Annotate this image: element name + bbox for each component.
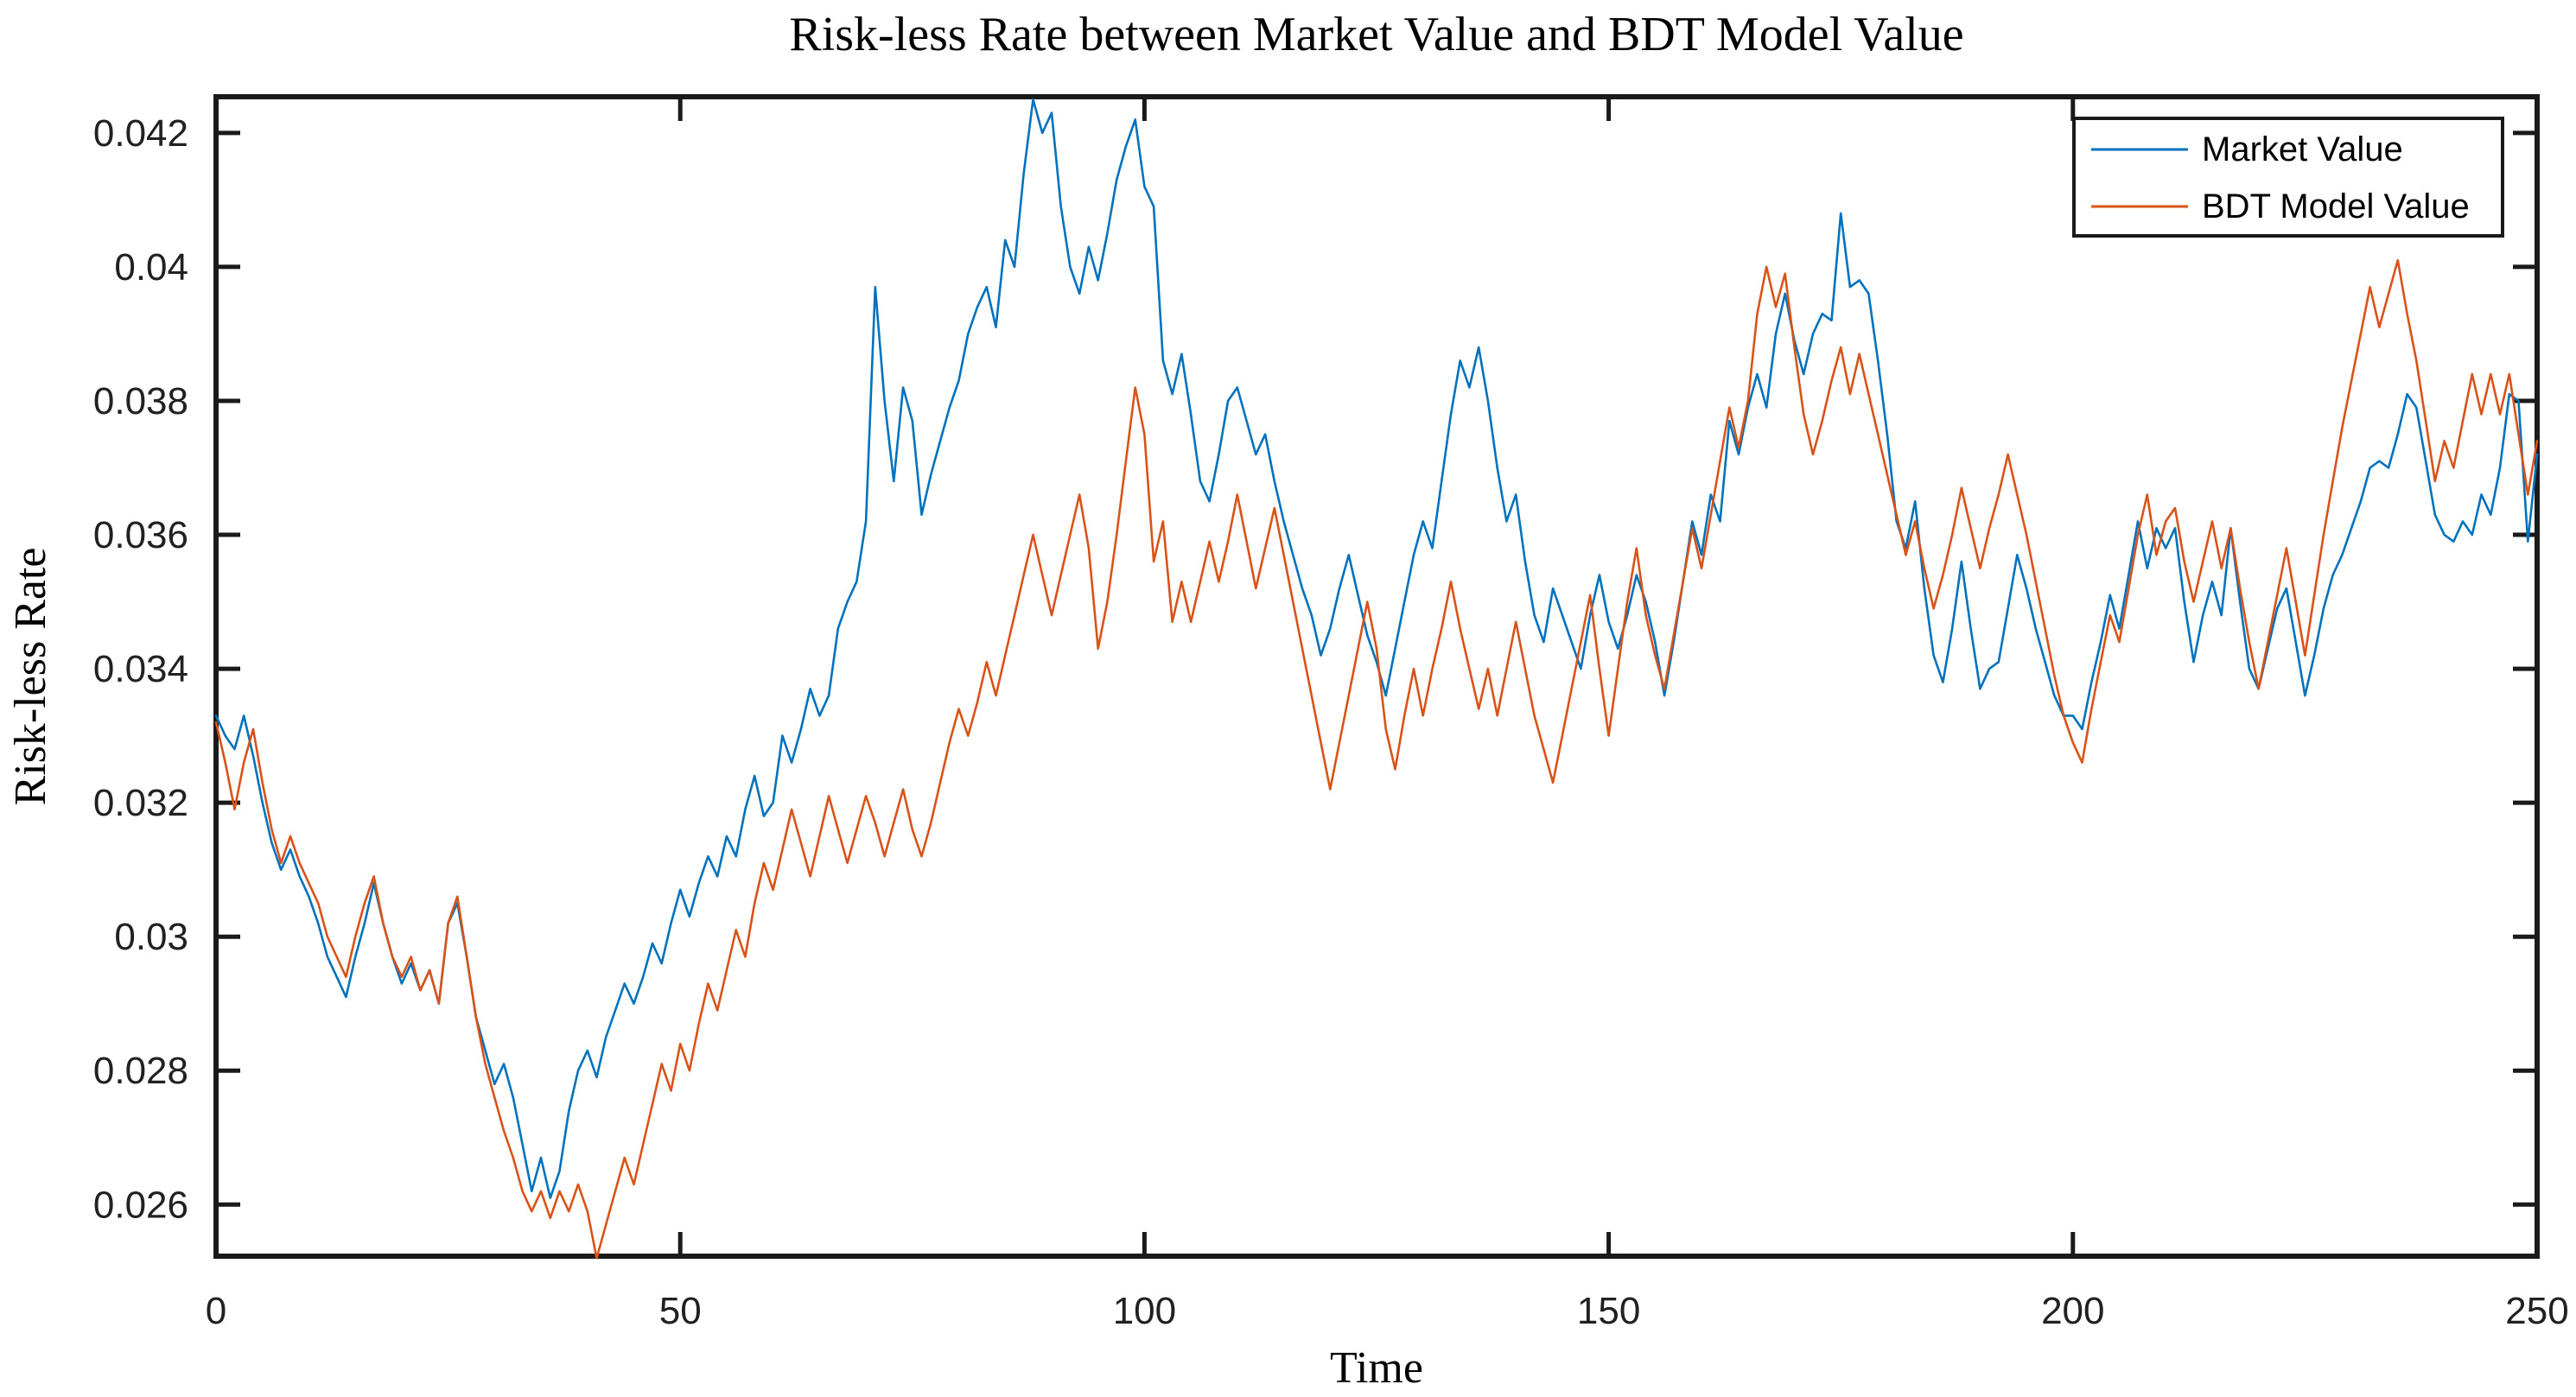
x-axis-label: Time (1330, 1343, 1423, 1393)
x-tick-label: 150 (1577, 1290, 1640, 1332)
y-tick-label: 0.04 (114, 246, 188, 289)
x-tick-label: 200 (2041, 1290, 2104, 1332)
axis-tick-labels: 0 50 100 150 200 250 0.026 0.028 0.03 0.032 0.034 0… (93, 112, 2569, 1332)
y-tick-label: 0.026 (93, 1184, 188, 1226)
legend-entry-market-value: Market Value (2091, 130, 2403, 168)
y-tick-label: 0.034 (93, 648, 188, 690)
x-tick-label: 100 (1113, 1290, 1176, 1332)
series-line-market-value (214, 98, 2539, 1199)
y-tick-label: 0.028 (93, 1050, 188, 1092)
y-tick-label: 0.042 (93, 112, 188, 155)
axis-ticks (213, 97, 2540, 1256)
legend-label-bdt-model-value: BDT Model Value (2202, 187, 2470, 225)
chart-title: Risk-less Rate between Market Value and … (789, 8, 1963, 61)
y-tick-label: 0.038 (93, 380, 188, 422)
y-tick-label: 0.032 (93, 782, 188, 824)
legend-entry-bdt-model-value: BDT Model Value (2091, 187, 2470, 225)
y-axis-label: Risk-less Rate (6, 548, 55, 806)
x-tick-label: 0 (206, 1290, 226, 1332)
series-line-bdt-model-value (214, 258, 2539, 1260)
x-tick-label: 50 (659, 1290, 702, 1332)
plot-series (214, 98, 2539, 1260)
legend-label-market-value: Market Value (2202, 130, 2403, 168)
y-tick-label: 0.036 (93, 514, 188, 556)
legend: Market Value BDT Model Value (2072, 117, 2504, 238)
legend-box (2072, 117, 2504, 238)
x-tick-label: 250 (2505, 1290, 2568, 1332)
plot-border-box (213, 94, 2540, 1259)
y-tick-label: 0.03 (114, 916, 188, 958)
